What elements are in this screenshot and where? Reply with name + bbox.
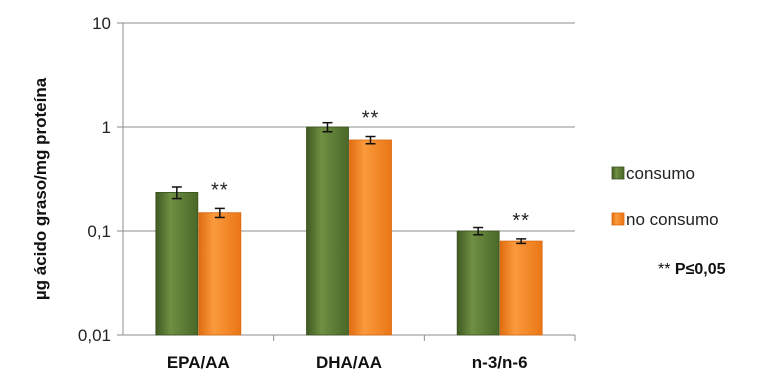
bar-consumo-2 bbox=[456, 230, 500, 336]
legend-swatch bbox=[611, 212, 625, 226]
y-tick-label: 0,1 bbox=[87, 222, 111, 241]
x-tick-label: DHA/AA bbox=[316, 353, 382, 372]
bar-no-consumo-1 bbox=[349, 139, 392, 336]
axes bbox=[117, 22, 576, 341]
error-bars bbox=[171, 121, 527, 245]
y-tick-label: 1 bbox=[102, 118, 111, 137]
significance-note: ** P≤0,05 bbox=[658, 261, 726, 278]
y-tick-label: 10 bbox=[92, 14, 111, 33]
significance-marker: ** bbox=[211, 179, 229, 201]
grid-lines bbox=[123, 22, 575, 232]
bars bbox=[155, 126, 543, 336]
x-tick-label: n-3/n-6 bbox=[472, 353, 528, 372]
significance-marker: ** bbox=[362, 108, 380, 130]
bar-consumo-1 bbox=[306, 126, 349, 336]
y-axis-label: µg ácido graso/mg proteína bbox=[31, 77, 50, 300]
significance-note-text: P≤0,05 bbox=[675, 261, 726, 278]
x-tick-label: EPA/AA bbox=[167, 353, 230, 372]
significance-note-stars: ** bbox=[658, 261, 675, 278]
bar-consumo-0 bbox=[155, 192, 199, 336]
significance-marker: ** bbox=[512, 210, 530, 232]
labels: 0,01 0,1 1 10 ** EPA/AA ** DHA/AA ** n-3/n-6 µg ác… bbox=[31, 14, 530, 372]
legend-label: consumo bbox=[626, 164, 695, 183]
bar-no-consumo-0 bbox=[198, 212, 242, 336]
bar-no-consumo-2 bbox=[499, 240, 543, 336]
y-tick-label: 0,01 bbox=[78, 326, 111, 345]
legend: consumo no consumo ** P≤0,05 bbox=[611, 164, 726, 278]
legend-swatch bbox=[611, 166, 625, 180]
legend-label: no consumo bbox=[626, 210, 719, 229]
